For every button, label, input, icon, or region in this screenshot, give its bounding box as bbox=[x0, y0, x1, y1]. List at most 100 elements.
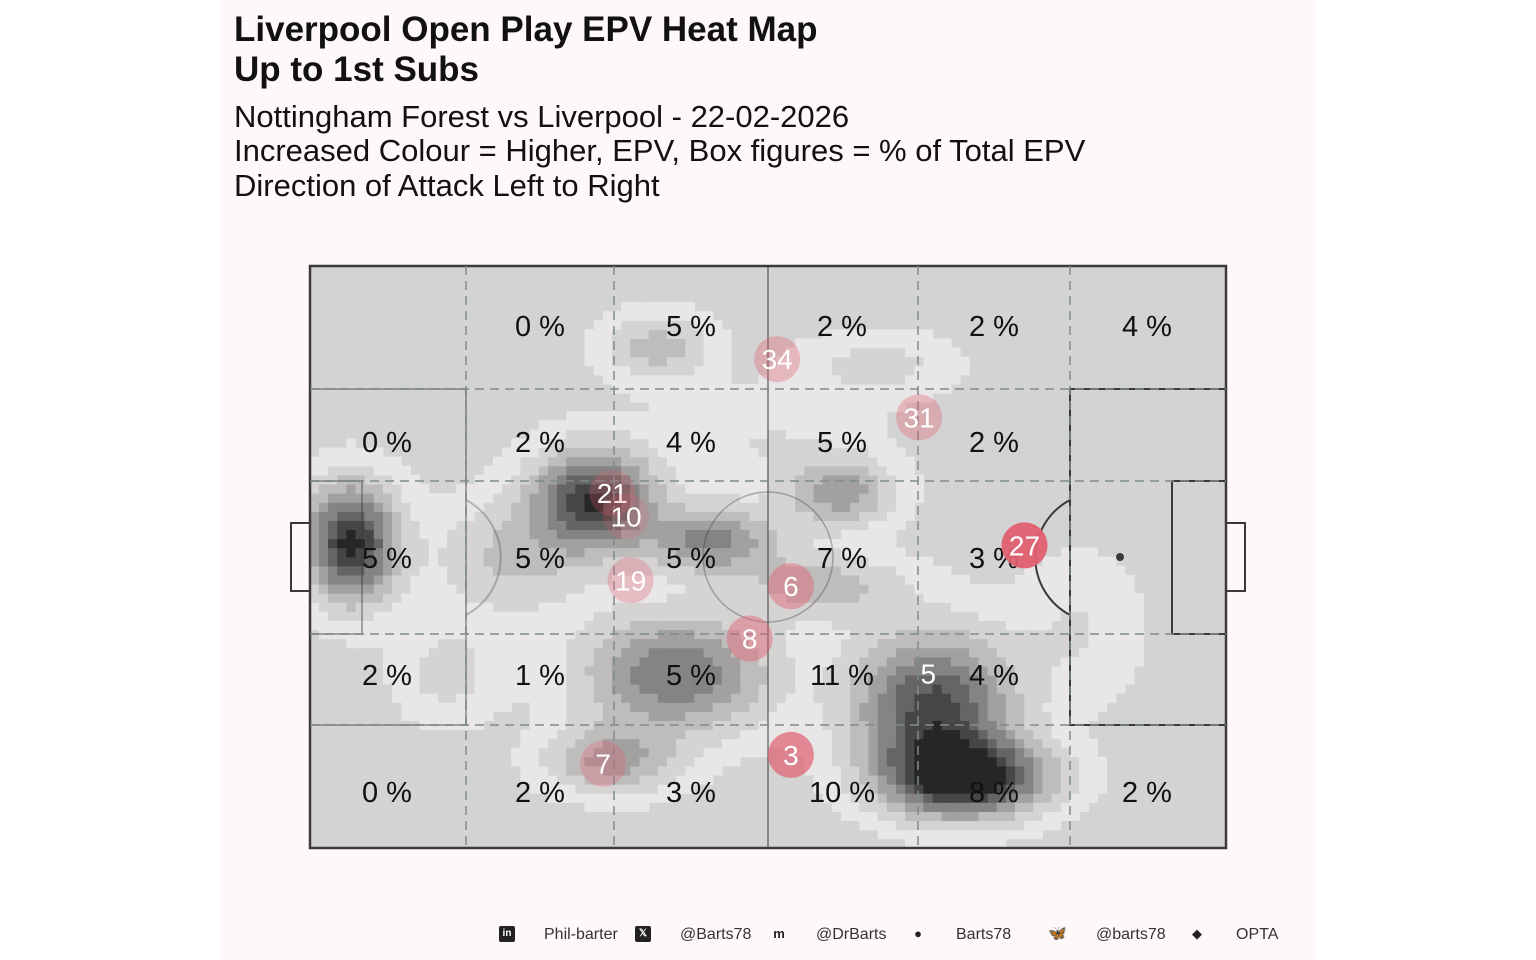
heat-cell bbox=[1088, 611, 1099, 621]
heat-cell bbox=[758, 493, 769, 503]
heat-cell bbox=[557, 647, 567, 658]
heat-cell bbox=[685, 647, 696, 658]
heat-cell bbox=[593, 793, 604, 803]
heat-cell bbox=[373, 574, 384, 585]
heat-cell bbox=[813, 747, 824, 758]
heat-cell bbox=[978, 829, 989, 840]
heat-cell bbox=[923, 647, 934, 658]
heat-cell bbox=[392, 665, 402, 676]
heat-cell bbox=[657, 374, 668, 385]
heat-cell bbox=[1088, 702, 1099, 712]
heat-cell bbox=[1088, 747, 1099, 758]
heat-cell bbox=[593, 320, 604, 330]
heat-cell bbox=[877, 620, 888, 631]
heat-cell bbox=[850, 638, 860, 649]
heat-cell bbox=[886, 593, 897, 603]
heat-cell bbox=[886, 347, 897, 358]
heat-cell bbox=[502, 520, 512, 531]
heat-cell bbox=[740, 583, 750, 594]
heat-cell bbox=[602, 365, 613, 376]
heat-cell bbox=[1024, 729, 1034, 740]
heat-cell bbox=[813, 356, 824, 367]
heat-cell bbox=[786, 347, 796, 358]
heat-cell bbox=[639, 538, 650, 549]
heat-cell bbox=[566, 756, 576, 767]
heat-cell bbox=[557, 702, 567, 712]
heat-cell bbox=[831, 693, 842, 703]
heat-cell bbox=[721, 465, 732, 476]
heat-cell bbox=[602, 583, 613, 594]
heat-cell bbox=[840, 756, 851, 767]
heat-cell bbox=[419, 620, 430, 631]
heat-cell bbox=[355, 529, 366, 540]
heat-cell bbox=[575, 583, 586, 594]
heat-cell bbox=[886, 402, 897, 412]
heat-cell bbox=[1005, 756, 1016, 767]
heat-cell bbox=[630, 320, 641, 330]
heat-cell bbox=[840, 574, 851, 585]
heat-cell bbox=[401, 474, 412, 485]
heat-cell bbox=[786, 638, 796, 649]
heat-cell bbox=[996, 838, 1007, 848]
heat-cell bbox=[1005, 656, 1016, 667]
heat-cell bbox=[767, 483, 778, 494]
heat-cell bbox=[786, 529, 796, 540]
heat-cell bbox=[1088, 583, 1099, 594]
heat-cell bbox=[712, 429, 723, 440]
heat-cell bbox=[593, 738, 604, 749]
heat-cell bbox=[868, 638, 879, 649]
heat-cell bbox=[804, 574, 815, 585]
heat-cell bbox=[712, 765, 723, 776]
heat-cell bbox=[969, 765, 979, 776]
heat-cell bbox=[566, 638, 576, 649]
heat-cell bbox=[392, 474, 402, 485]
heat-cell bbox=[593, 474, 604, 485]
heat-cell bbox=[630, 711, 641, 721]
heat-cell bbox=[1033, 756, 1044, 767]
player-marker bbox=[607, 557, 654, 604]
heat-cell bbox=[584, 556, 595, 567]
heat-cell bbox=[1060, 593, 1071, 603]
heat-cell bbox=[447, 711, 457, 721]
heat-cell bbox=[868, 438, 879, 449]
heat-cell bbox=[731, 429, 741, 440]
heat-cell bbox=[392, 693, 402, 703]
heat-cell bbox=[474, 674, 485, 685]
heat-cell bbox=[831, 529, 842, 540]
heat-cell bbox=[666, 483, 677, 494]
zone-percentage-label: 2 % bbox=[515, 427, 565, 459]
heat-cell bbox=[694, 547, 705, 558]
heat-cell bbox=[410, 593, 421, 603]
player-number-label: 34 bbox=[762, 344, 793, 375]
heat-cell bbox=[859, 474, 870, 485]
heat-cell bbox=[456, 529, 467, 540]
heat-cell bbox=[758, 502, 769, 512]
heat-cell bbox=[740, 620, 750, 631]
heat-cell bbox=[1024, 820, 1034, 831]
heat-cell bbox=[1134, 647, 1144, 658]
heat-cell bbox=[575, 684, 586, 694]
heat-cell bbox=[584, 565, 595, 576]
heat-cell bbox=[795, 447, 805, 458]
heat-cell bbox=[822, 411, 833, 421]
heat-cell bbox=[437, 656, 448, 667]
heat-cell bbox=[584, 756, 595, 767]
heat-cell bbox=[1115, 611, 1126, 621]
heat-cell bbox=[685, 711, 696, 721]
heat-cell bbox=[502, 702, 512, 712]
heat-cell bbox=[1015, 738, 1025, 749]
heat-cell bbox=[538, 574, 549, 585]
heat-cell bbox=[666, 620, 677, 631]
heat-cell bbox=[557, 620, 567, 631]
heat-cell bbox=[1079, 556, 1089, 567]
heat-cell bbox=[1015, 574, 1025, 585]
heat-cell bbox=[419, 547, 430, 558]
heat-cell bbox=[584, 529, 595, 540]
heat-cell bbox=[1042, 620, 1053, 631]
heat-cell bbox=[1042, 702, 1053, 712]
heat-cell bbox=[795, 693, 805, 703]
heat-cell bbox=[960, 774, 970, 785]
heat-cell bbox=[1033, 684, 1044, 694]
heat-cell bbox=[676, 684, 686, 694]
heat-cell bbox=[566, 793, 576, 803]
